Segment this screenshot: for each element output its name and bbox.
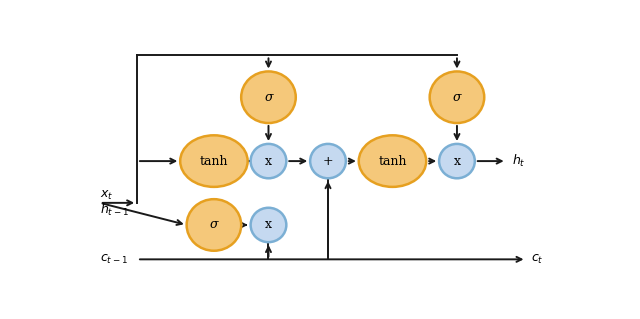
- Ellipse shape: [251, 144, 286, 178]
- Text: σ: σ: [210, 219, 218, 232]
- Text: σ: σ: [264, 91, 273, 104]
- Ellipse shape: [310, 144, 346, 178]
- Text: $h_{t-1}$: $h_{t-1}$: [100, 202, 129, 218]
- Text: tanh: tanh: [200, 155, 228, 167]
- Ellipse shape: [251, 208, 286, 242]
- Text: $h_t$: $h_t$: [511, 153, 525, 169]
- Ellipse shape: [180, 135, 248, 187]
- Text: +: +: [323, 155, 333, 167]
- Ellipse shape: [429, 71, 484, 123]
- Ellipse shape: [241, 71, 296, 123]
- Text: x: x: [265, 155, 272, 167]
- Text: σ: σ: [452, 91, 461, 104]
- Text: x: x: [265, 219, 272, 232]
- Text: x: x: [454, 155, 460, 167]
- Ellipse shape: [439, 144, 475, 178]
- Ellipse shape: [359, 135, 426, 187]
- Text: $x_t$: $x_t$: [100, 189, 113, 202]
- Ellipse shape: [187, 199, 241, 251]
- Text: $c_t$: $c_t$: [531, 253, 544, 266]
- Text: $c_{t-1}$: $c_{t-1}$: [100, 253, 127, 266]
- Text: tanh: tanh: [378, 155, 407, 167]
